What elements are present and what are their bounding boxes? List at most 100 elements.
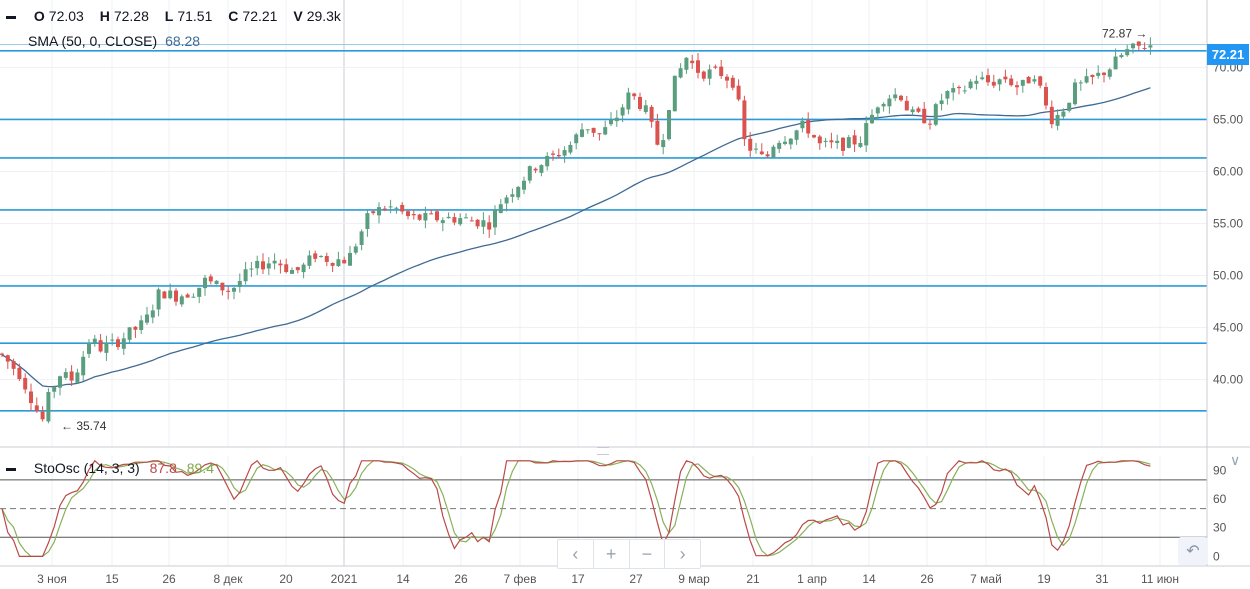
x-tick-label: 20 [279, 572, 293, 586]
candle-up [875, 107, 880, 114]
candle-up [1131, 43, 1135, 49]
grid [0, 0, 1207, 566]
candle-up [527, 166, 532, 181]
candle-up [359, 231, 364, 245]
candle-up [1096, 72, 1101, 76]
scroll-right-button[interactable]: › [679, 543, 686, 564]
scroll-left-button[interactable]: ‹ [558, 540, 594, 568]
low-value: 71.51 [177, 8, 213, 24]
candle-up [777, 142, 782, 149]
candle-down [713, 66, 718, 68]
candle-up [110, 339, 115, 341]
x-tick-label: 19 [1037, 572, 1051, 586]
candle-down [701, 71, 706, 79]
candle-down [922, 108, 927, 124]
candle-up [539, 165, 544, 173]
candle-down [852, 135, 857, 145]
candle-up [974, 80, 979, 84]
x-tick-label: 14 [396, 572, 410, 586]
stochastic-y-tick-label: 90 [1213, 463, 1227, 477]
candle-up [1067, 102, 1072, 111]
candle-up [365, 213, 370, 229]
candle-down [261, 261, 265, 270]
candle-up [788, 138, 793, 145]
candle-down [69, 371, 74, 381]
x-tick-label: 3 ноя [37, 572, 67, 586]
candle-up [614, 117, 619, 122]
candle-down [725, 76, 729, 81]
annotations: 72.87 → ← 35.74 [61, 27, 1147, 433]
zoom-in-button[interactable]: + [594, 540, 630, 568]
candle-up [1061, 111, 1066, 117]
candle-down [696, 60, 700, 73]
candle-up [771, 146, 776, 158]
candle-down [899, 95, 903, 101]
candle-down [185, 294, 190, 298]
candle-up [522, 180, 526, 190]
candle-down [174, 290, 178, 302]
candle-down [1142, 48, 1147, 50]
candle-up [951, 88, 956, 93]
candle-up [440, 220, 445, 224]
candle-down [748, 138, 753, 151]
stochastic-panel [0, 459, 1207, 557]
stochastic-d-value: 89.4 [186, 460, 214, 476]
candle-down [806, 119, 811, 134]
candle-up [179, 296, 184, 305]
candle-down [208, 276, 213, 282]
x-tick-label: 26 [454, 572, 468, 586]
horizontal-levels [0, 44, 1207, 412]
candle-down [812, 135, 816, 138]
x-tick-label: 15 [105, 572, 119, 586]
candle-down [1102, 72, 1106, 76]
stochastic-k-line [1, 459, 1151, 557]
candle-up [1119, 55, 1124, 58]
candle-down [382, 208, 387, 210]
candle-up [707, 69, 712, 79]
x-tick-label: 26 [162, 572, 176, 586]
y-tick-label: 45.00 [1213, 321, 1243, 335]
chart-navigation: ‹ + − › [557, 539, 701, 569]
candle-up [568, 144, 573, 153]
reset-chart-button[interactable]: ↶ [1178, 537, 1208, 565]
zoom-out-button[interactable]: − [630, 540, 666, 568]
max-price-label: 72.87 → [1102, 27, 1147, 41]
stochastic-legend[interactable]: StoOsc (14, 3, 3) 87.8 89.4 [6, 460, 214, 476]
x-tick-label: 31 [1095, 572, 1109, 586]
x-tick-label: 9 мар [678, 572, 710, 586]
open-value: 72.03 [48, 8, 84, 24]
candle-down [313, 253, 318, 259]
pane-splitter-handle[interactable] [597, 447, 609, 455]
candle-down [162, 291, 167, 299]
chevron-down-icon[interactable]: ∨ [1230, 452, 1241, 468]
candle-up [626, 92, 631, 110]
candle-up [214, 280, 219, 285]
candle-down [11, 361, 16, 369]
candle-up [846, 137, 851, 148]
candle-up [464, 217, 468, 219]
volume-label: V [293, 8, 303, 24]
candle-up [319, 255, 323, 257]
candle-up [203, 277, 207, 289]
candle-down [34, 405, 39, 412]
candle-up [545, 155, 550, 167]
candle-down [1003, 76, 1008, 80]
x-tick-label: 7 май [970, 572, 1002, 586]
close-value: 72.21 [242, 8, 278, 24]
candle-up [870, 114, 874, 124]
y-tick-label: 65.00 [1213, 112, 1243, 126]
sma-line [1, 87, 1151, 388]
x-tick-label: 17 [571, 572, 585, 586]
candle-down [324, 256, 329, 262]
candle-up [481, 220, 486, 227]
candle-up [46, 392, 51, 422]
candle-up [139, 320, 144, 331]
sma-legend[interactable]: SMA (50, 0, CLOSE) 68.28 [28, 33, 200, 49]
candle-down [841, 137, 845, 151]
x-tick-label: 1 апр [797, 572, 827, 586]
candle-down [342, 259, 347, 264]
candle-down [719, 66, 724, 77]
candle-down [904, 100, 909, 111]
candle-down [98, 340, 103, 352]
